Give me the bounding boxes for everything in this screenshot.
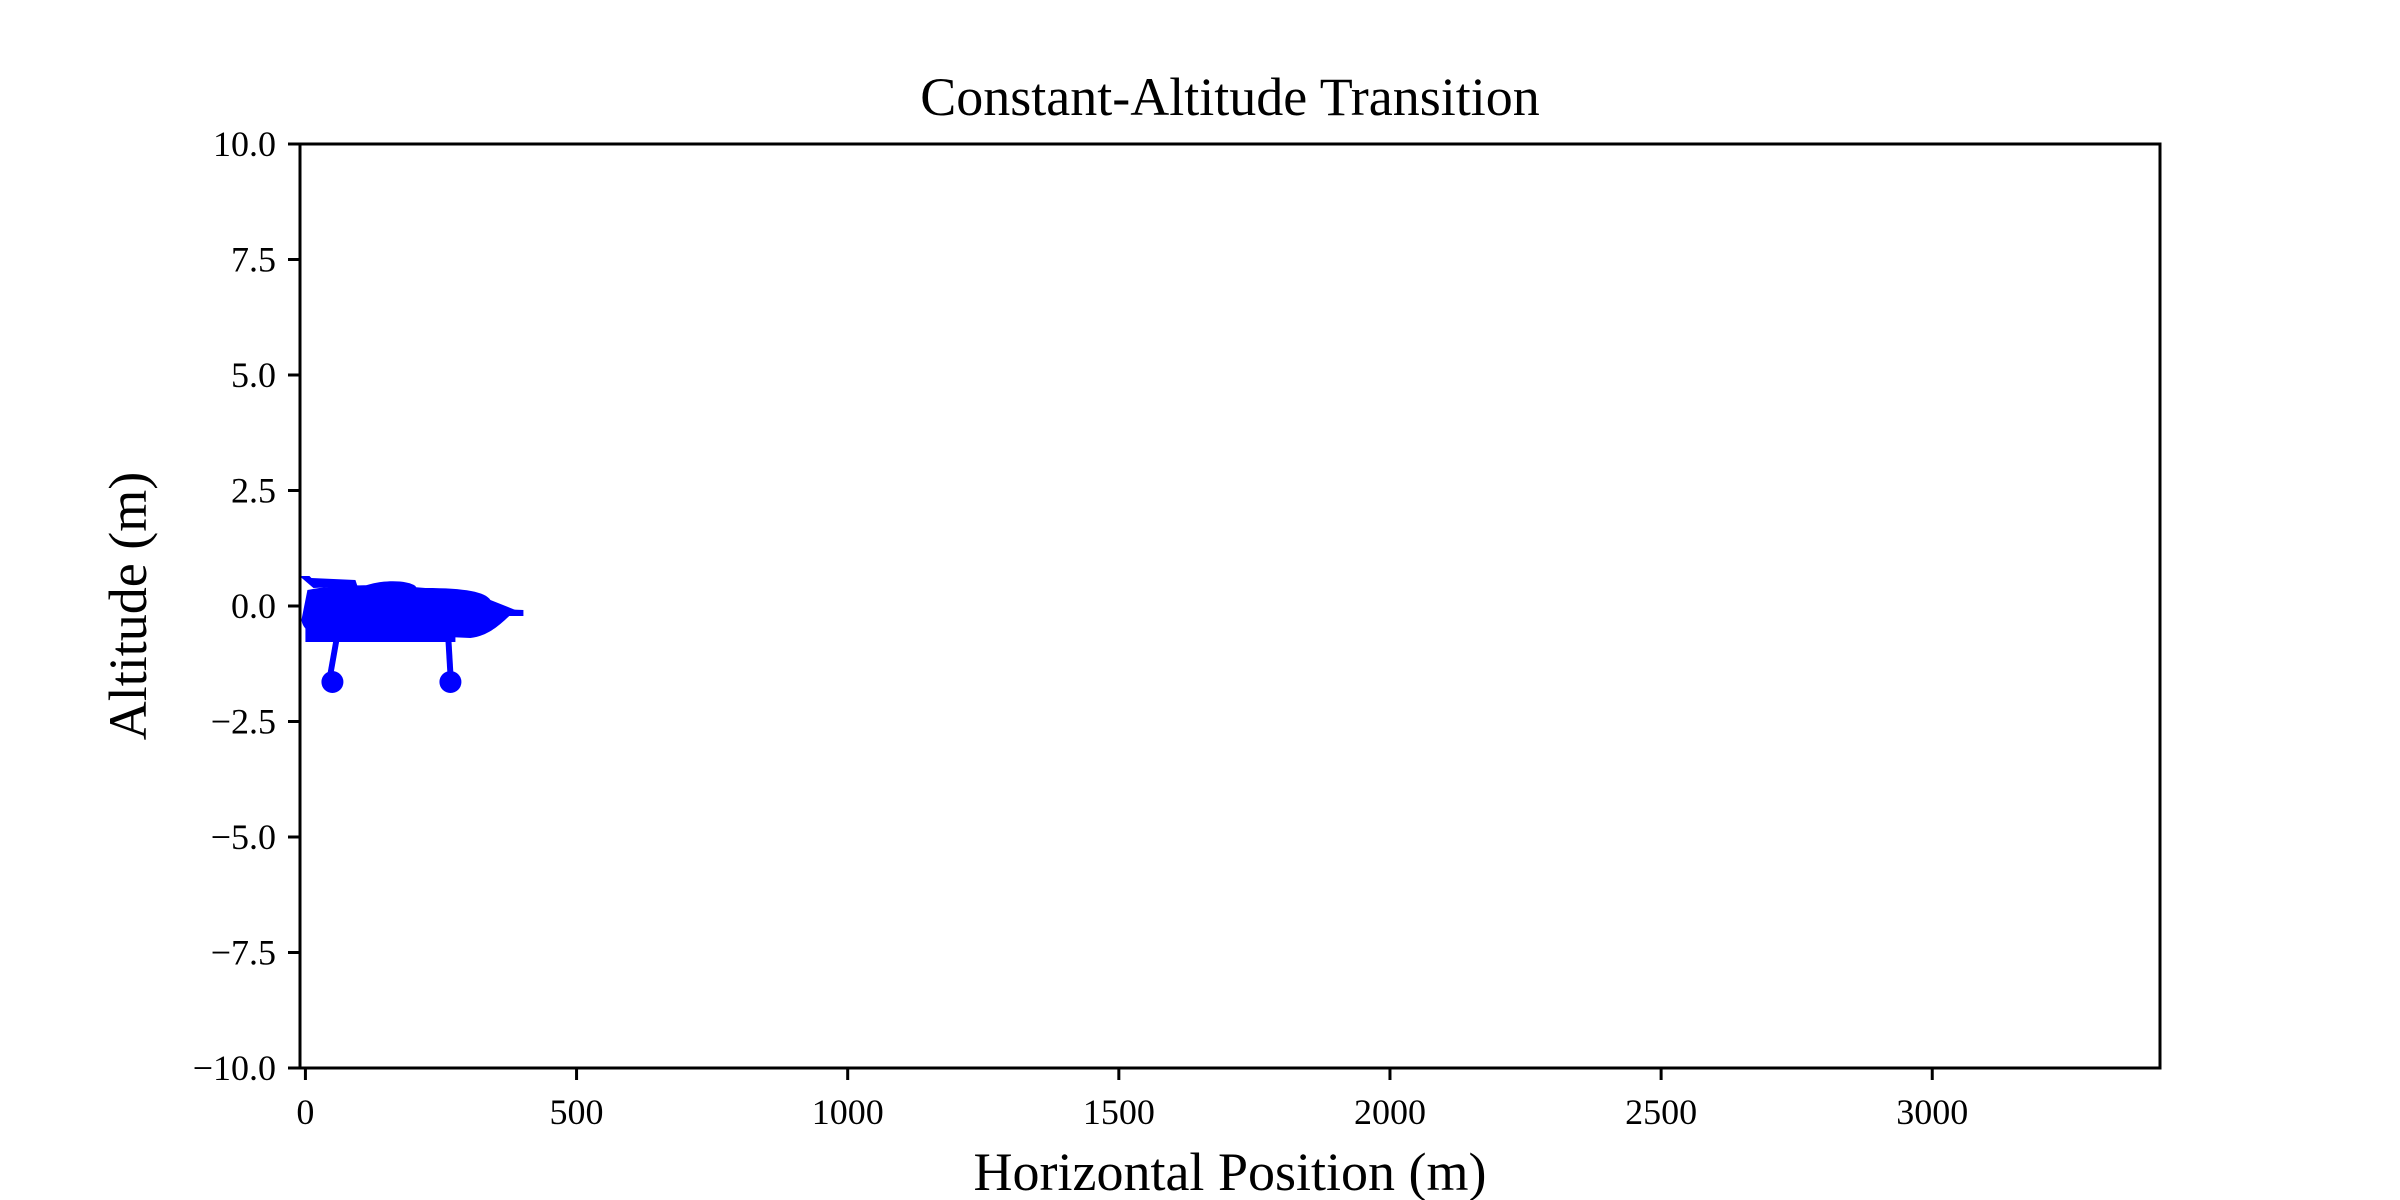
x-tick-label: 2500 [1625,1092,1697,1132]
y-tick-label: 7.5 [231,240,276,280]
chart-title: Constant-Altitude Transition [920,67,1540,127]
x-tick-label: 2000 [1354,1092,1426,1132]
y-axis: −10.0 −7.5 −5.0 −2.5 0.0 2.5 5.0 7.5 10.0 [193,124,300,1088]
series-marks [299,576,524,693]
x-tick-label: 500 [550,1092,604,1132]
y-tick-label: 10.0 [213,124,276,164]
y-axis-title: Altitude (m) [98,472,158,740]
y-tick-label: −10.0 [193,1048,276,1088]
y-tick-label: −5.0 [211,817,276,857]
y-tick-label: 2.5 [231,471,276,511]
y-tick-label: −2.5 [211,702,276,742]
x-axis-title: Horizontal Position (m) [974,1142,1487,1200]
x-axis: 0 500 1000 1500 2000 2500 3000 [296,1068,1968,1132]
plot-frame [298,142,2162,1070]
y-tick-label: 0.0 [231,586,276,626]
x-tick-label: 0 [296,1092,314,1132]
x-tick-label: 3000 [1896,1092,1968,1132]
plot-area [298,142,2162,1070]
y-tick-label: 5.0 [231,355,276,395]
x-tick-label: 1000 [812,1092,884,1132]
airplane-icon [299,576,524,693]
y-tick-label: −7.5 [211,933,276,973]
x-tick-label: 1500 [1083,1092,1155,1132]
